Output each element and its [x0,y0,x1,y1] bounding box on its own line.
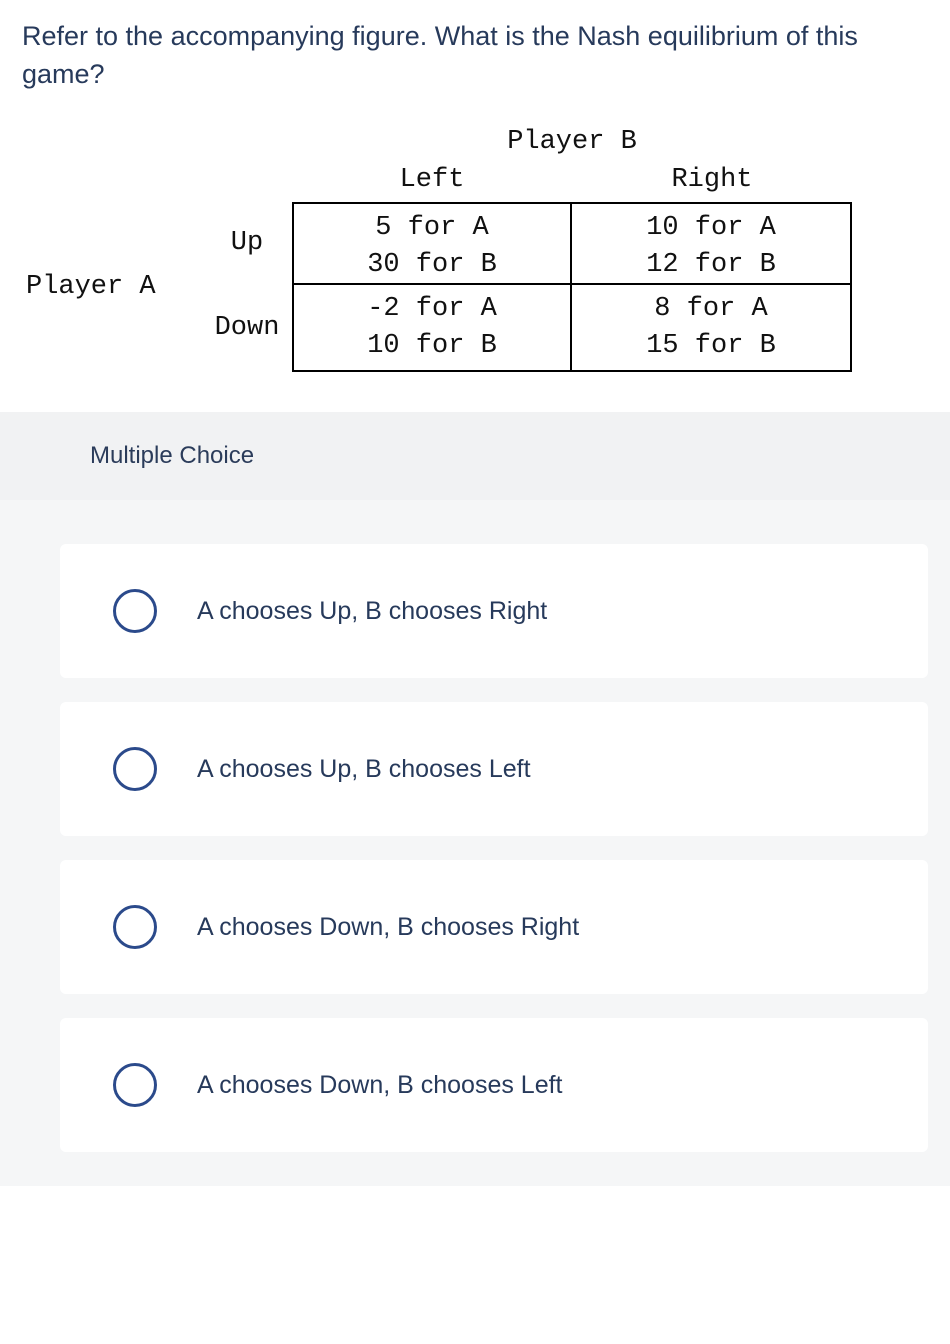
radio-icon[interactable] [113,589,157,633]
radio-icon[interactable] [113,905,157,949]
cell-up-right-b: 12 for B [572,247,852,283]
payoff-figure: Player B Left Right Player A Up Down 5 f… [0,94,950,413]
choice-option[interactable]: A chooses Up, B chooses Left [60,702,928,836]
cell-down-right-b: 15 for B [572,328,852,372]
player-b-label: Player B [292,124,852,162]
col-header-right: Right [572,162,852,202]
row-header-up: Up [202,225,292,261]
mc-header: Multiple Choice [0,412,950,500]
choice-text: A chooses Up, B chooses Left [197,755,531,784]
question-text: Refer to the accompanying figure. What i… [0,0,950,94]
row-header-down: Down [202,310,292,346]
choice-option[interactable]: A chooses Down, B chooses Right [60,860,928,994]
col-header-left: Left [292,162,572,202]
cell-down-right-a: 8 for A [572,283,852,327]
cell-up-right-a: 10 for A [572,202,852,246]
choice-option[interactable]: A chooses Up, B chooses Right [60,544,928,678]
choice-text: A chooses Down, B chooses Left [197,1071,563,1100]
choice-text: A chooses Up, B chooses Right [197,597,547,626]
cell-down-left-b: 10 for B [292,328,572,372]
cell-down-left-a: -2 for A [292,283,572,327]
cell-up-left-a: 5 for A [292,202,572,246]
cell-up-left-b: 30 for B [292,247,572,283]
choice-option[interactable]: A chooses Down, B chooses Left [60,1018,928,1152]
multiple-choice-block: Multiple Choice A chooses Up, B chooses … [0,412,950,1206]
choice-text: A chooses Down, B chooses Right [197,913,579,942]
radio-icon[interactable] [113,1063,157,1107]
choices-wrap: A chooses Up, B chooses Right A chooses … [0,500,950,1186]
radio-icon[interactable] [113,747,157,791]
player-a-label: Player A [22,269,202,305]
